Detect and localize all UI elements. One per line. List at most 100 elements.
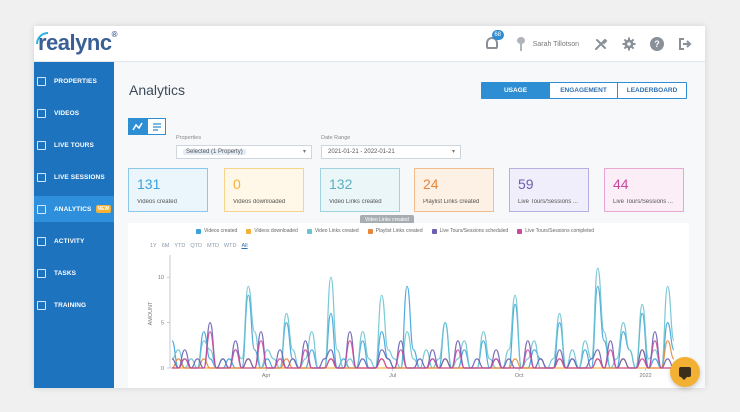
username-label[interactable]: Sarah Tillotson — [532, 40, 579, 48]
tab-engagement[interactable]: ENGAGEMENT — [550, 83, 618, 98]
logo-signal-icon — [36, 32, 48, 44]
legend-swatch — [306, 228, 312, 234]
series-line-video-links-created — [171, 267, 675, 369]
usage-chart-panel: Videos created Videos downloaded Video Lin… — [128, 223, 689, 388]
kpi-label: Live Tours/Sessions ... — [518, 199, 578, 205]
legend-item[interactable]: Playlist Links created — [367, 228, 423, 234]
sidebar-item-analytics[interactable]: ANALYTICS NEW — [34, 196, 114, 222]
range-6m[interactable]: 6M — [161, 243, 170, 249]
kpi-card-live-tours-completed[interactable]: 44 Live Tours/Sessions ... — [604, 168, 684, 212]
series-line-videos-created — [171, 285, 675, 369]
tools-button[interactable] — [593, 36, 609, 52]
new-badge: NEW — [95, 205, 112, 213]
date-range-value: 2021-01-21 - 2022-01-21 — [328, 149, 395, 155]
legend-label: Live Tours/Sessions completed — [525, 228, 595, 234]
sidebar-item-live-tours[interactable]: LIVE TOURS — [34, 132, 114, 158]
kpi-tooltip: Video Links created — [360, 215, 414, 225]
properties-label: Properties — [176, 135, 202, 141]
settings-button[interactable] — [621, 36, 637, 52]
range-wtd[interactable]: WTD — [223, 243, 237, 249]
kpi-value: 59 — [518, 176, 534, 192]
logout-button[interactable] — [677, 36, 693, 52]
legend-label: Playlist Links created — [375, 228, 423, 234]
legend-item[interactable]: Videos created — [196, 228, 237, 234]
range-selector: 1Y 6M YTD QTD MTD WTD All — [150, 243, 253, 249]
y-tick-label: 10 — [158, 275, 164, 281]
help-icon: ? — [650, 37, 664, 51]
legend-item[interactable]: Live Tours/Sessions completed — [517, 228, 594, 234]
logout-icon — [679, 38, 692, 50]
sidebar-item-label: TRAINING — [54, 301, 87, 309]
kpi-value: 131 — [137, 176, 161, 192]
chevron-down-icon: ▾ — [451, 149, 455, 155]
chart-view-button[interactable] — [128, 118, 147, 135]
sidebar-item-label: PROPERTIES — [54, 77, 97, 85]
kpi-value: 44 — [613, 176, 629, 192]
activity-icon — [37, 236, 46, 246]
gear-icon — [622, 37, 636, 51]
legend-swatch — [517, 228, 523, 234]
legend-item[interactable]: Video Links created — [306, 228, 359, 234]
notification-count-badge: 68 — [491, 30, 504, 40]
legend-item[interactable]: Videos downloaded — [246, 228, 298, 234]
legend-swatch — [431, 228, 437, 234]
range-qtd[interactable]: QTD — [190, 243, 202, 249]
list-icon — [152, 122, 161, 131]
legend-label: Videos downloaded — [254, 228, 298, 234]
logo-mark: ® — [111, 30, 118, 39]
legend-item[interactable]: Live Tours/Sessions scheduled — [431, 228, 509, 234]
bell-icon — [485, 37, 498, 49]
y-tick-label: 5 — [161, 321, 164, 327]
kpi-value: 24 — [423, 176, 439, 192]
kpi-label: Playlist Links created — [423, 199, 480, 205]
properties-select[interactable]: Selected (1 Property) ▾ — [176, 145, 312, 159]
range-1y[interactable]: 1Y — [150, 243, 157, 249]
range-mtd[interactable]: MTD — [207, 243, 219, 249]
notifications-button[interactable]: 68 — [483, 30, 504, 53]
analytics-tabs: USAGE ENGAGEMENT LEADERBOARD — [481, 82, 687, 99]
sidebar-item-videos[interactable]: VIDEOS — [34, 100, 114, 126]
kpi-card-videos-downloaded[interactable]: 0 Videos downloaded — [224, 168, 304, 212]
tab-usage[interactable]: USAGE — [482, 83, 550, 98]
table-view-button[interactable] — [147, 118, 166, 135]
legend-swatch — [246, 228, 252, 234]
x-tick-label: Jul — [389, 373, 396, 379]
range-all[interactable]: All — [241, 243, 248, 249]
sidebar-item-properties[interactable]: PROPERTIES — [34, 68, 114, 94]
sidebar-item-tasks[interactable]: TASKS — [34, 260, 114, 286]
kpi-card-video-links-created[interactable]: 132 Video Links created — [320, 168, 400, 212]
range-ytd[interactable]: YTD — [174, 243, 186, 249]
kpi-card-videos-created[interactable]: 131 Videos created — [128, 168, 208, 212]
legend-label: Videos created — [204, 228, 238, 234]
chart-legend: Videos created Videos downloaded Video Lin… — [196, 228, 603, 234]
x-tick-label: Apr — [262, 373, 271, 379]
kpi-label: Live Tours/Sessions ... — [613, 199, 673, 205]
sidebar-item-label: VIDEOS — [54, 109, 80, 117]
sidebar-item-label: ACTIVITY — [54, 237, 85, 245]
brand-logo[interactable]: realync® — [38, 30, 118, 56]
kpi-label: Videos created — [137, 199, 177, 205]
live-tour-icon — [37, 140, 46, 150]
help-button[interactable]: ? — [649, 36, 665, 52]
series-line-live-tours-sessions-completed — [172, 331, 674, 369]
properties-value: Selected (1 Property) — [183, 149, 246, 155]
kpi-card-live-tours-scheduled[interactable]: 59 Live Tours/Sessions ... — [509, 168, 589, 212]
main-content: Analytics USAGE ENGAGEMENT LEADERBOARD P… — [114, 62, 705, 388]
kpi-label: Videos downloaded — [233, 199, 286, 205]
chat-launcher-button[interactable] — [670, 357, 700, 387]
tab-leaderboard[interactable]: LEADERBOARD — [618, 83, 686, 98]
sidebar-item-activity[interactable]: ACTIVITY — [34, 228, 114, 254]
sidebar-item-label: TASKS — [54, 269, 77, 277]
sidebar-item-label: LIVE SESSIONS — [54, 173, 105, 181]
app-window: realync® 68 Sarah Tillotson ? — [34, 26, 705, 388]
user-avatar-icon[interactable] — [515, 37, 527, 51]
chevron-down-icon: ▾ — [302, 149, 306, 155]
kpi-card-playlist-links-created[interactable]: 24 Playlist Links created — [414, 168, 494, 212]
date-range-select[interactable]: 2021-01-21 - 2022-01-21 ▾ — [321, 145, 461, 159]
legend-label: Live Tours/Sessions scheduled — [439, 228, 509, 234]
sidebar-item-training[interactable]: TRAINING — [34, 292, 114, 318]
view-toggle — [128, 118, 166, 135]
sidebar-item-live-sessions[interactable]: LIVE SESSIONS — [34, 164, 114, 190]
x-tick-label: 2022 — [640, 373, 652, 379]
